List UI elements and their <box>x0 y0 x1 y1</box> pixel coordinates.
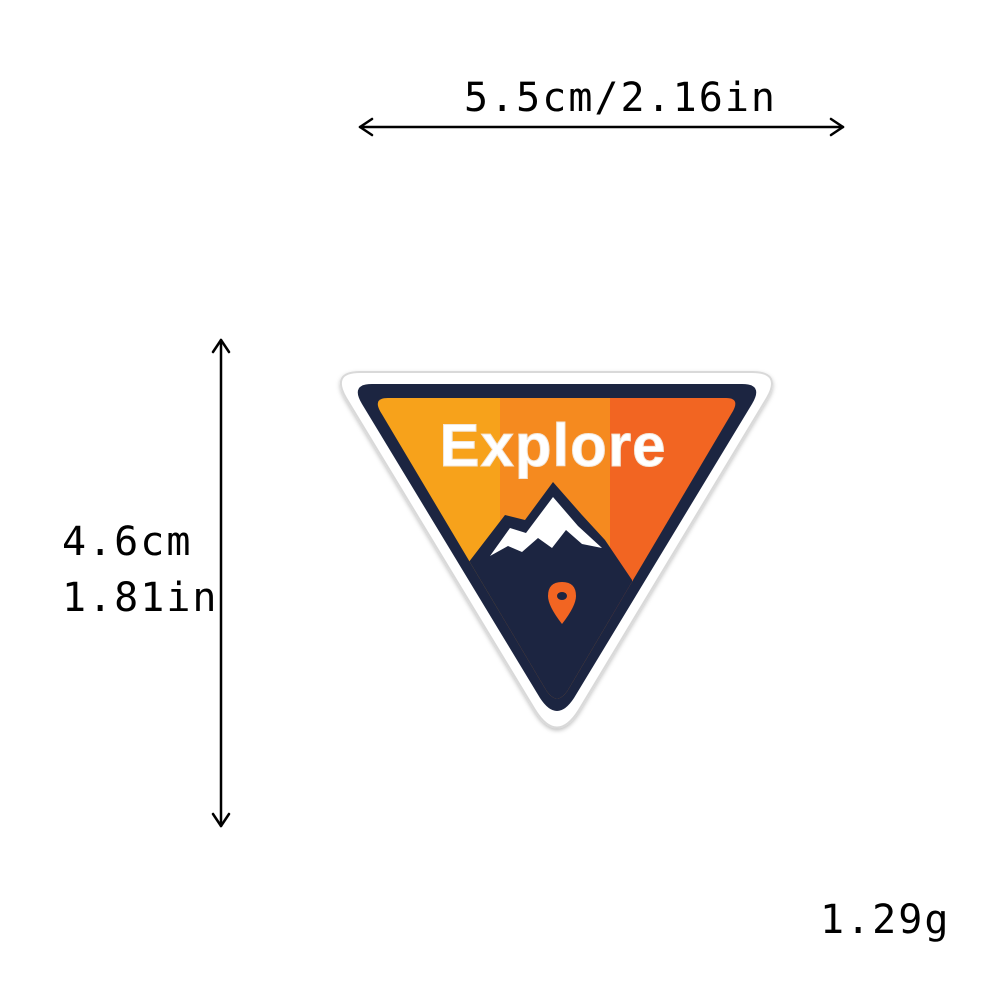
width-arrow <box>358 117 845 137</box>
height-cm-label: 4.6cm <box>62 519 193 565</box>
snow-cap-icon <box>490 497 602 556</box>
weight-label: 1.29g <box>820 897 951 943</box>
width-dimension-label: 5.5cm/2.16in <box>464 75 777 121</box>
height-arrow <box>211 338 231 828</box>
location-pin-icon <box>548 582 576 624</box>
patch-text: Explore <box>439 412 666 479</box>
height-in-label: 1.81in <box>62 575 219 621</box>
